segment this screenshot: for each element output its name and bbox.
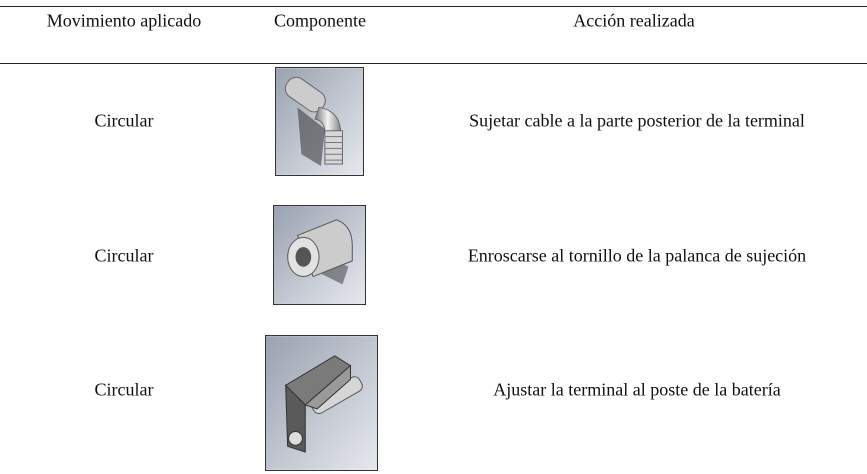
header-cell: Movimiento aplicado xyxy=(46,10,202,31)
component-image xyxy=(273,205,366,305)
threaded-sleeve xyxy=(274,206,365,304)
movement-cell: Circular xyxy=(94,110,154,131)
action-cell: Ajustar la terminal al poste de la bater… xyxy=(493,379,781,400)
component-image xyxy=(265,335,378,471)
action-cell: Sujetar cable a la parte posterior de la… xyxy=(469,110,805,131)
elbow-connector xyxy=(276,68,363,175)
header-rule xyxy=(0,63,867,64)
table-top-rule xyxy=(0,6,867,7)
movement-cell: Circular xyxy=(94,245,154,266)
header-cell: Componente xyxy=(274,10,366,31)
clamp-lever xyxy=(266,336,377,470)
component-image xyxy=(275,67,364,176)
header-cell: Acción realizada xyxy=(573,10,695,31)
action-cell: Enroscarse al tornillo de la palanca de … xyxy=(467,245,807,266)
movement-cell: Circular xyxy=(94,379,154,400)
